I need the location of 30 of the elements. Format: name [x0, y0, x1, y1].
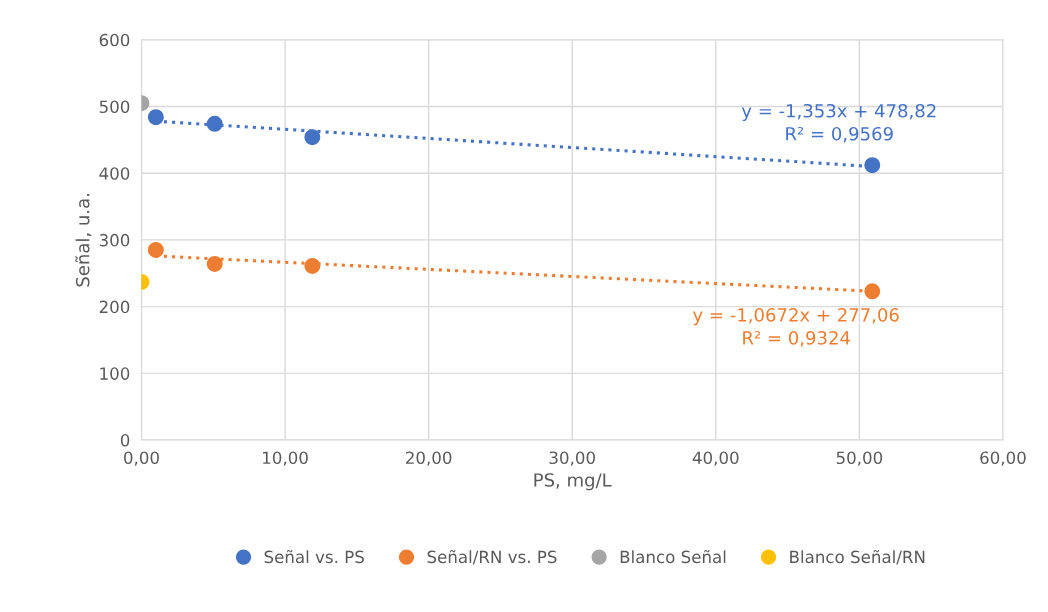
- x-axis-title: PS, mg/L: [534, 473, 612, 491]
- x-tick-label: 60,00: [980, 451, 1026, 466]
- legend-label: Blanco Señal/RN: [790, 549, 925, 565]
- point: [147, 109, 164, 126]
- x-tick-label: 10,00: [263, 451, 308, 466]
- point: [304, 129, 321, 146]
- x-tick-label: 20,00: [406, 451, 452, 466]
- y-tick-label: 0: [120, 433, 130, 447]
- y-tick-label: 400: [99, 167, 130, 180]
- x-tick-label: 30,00: [549, 451, 595, 466]
- y-tick-label: 200: [99, 300, 130, 314]
- point: [147, 241, 164, 258]
- x-tick-label: 50,00: [836, 451, 883, 466]
- y-axis-title: Señal, u.a.: [75, 194, 92, 287]
- annotation: y = -1,353x + 478,82 R² = 0,9569: [741, 103, 936, 143]
- legend-label: Señal vs. PS: [264, 549, 364, 564]
- point: [304, 257, 321, 274]
- point: [864, 283, 881, 300]
- y-tick-label: 100: [100, 367, 130, 380]
- x-tick-label: 0,00: [124, 451, 159, 466]
- y-tick-label: 300: [99, 233, 130, 247]
- y-tick-label: 500: [99, 100, 130, 114]
- y-tick-label: 600: [99, 33, 130, 47]
- point: [206, 115, 223, 132]
- legend-label: Señal/RN vs. PS: [427, 549, 557, 565]
- annotation: y = -1,0672x + 277,06 R² = 0,9324: [693, 308, 899, 347]
- point: [206, 255, 223, 272]
- legend-label: Blanco Señal: [620, 549, 726, 564]
- point: [864, 157, 881, 174]
- x-tick-label: 40,00: [692, 451, 739, 466]
